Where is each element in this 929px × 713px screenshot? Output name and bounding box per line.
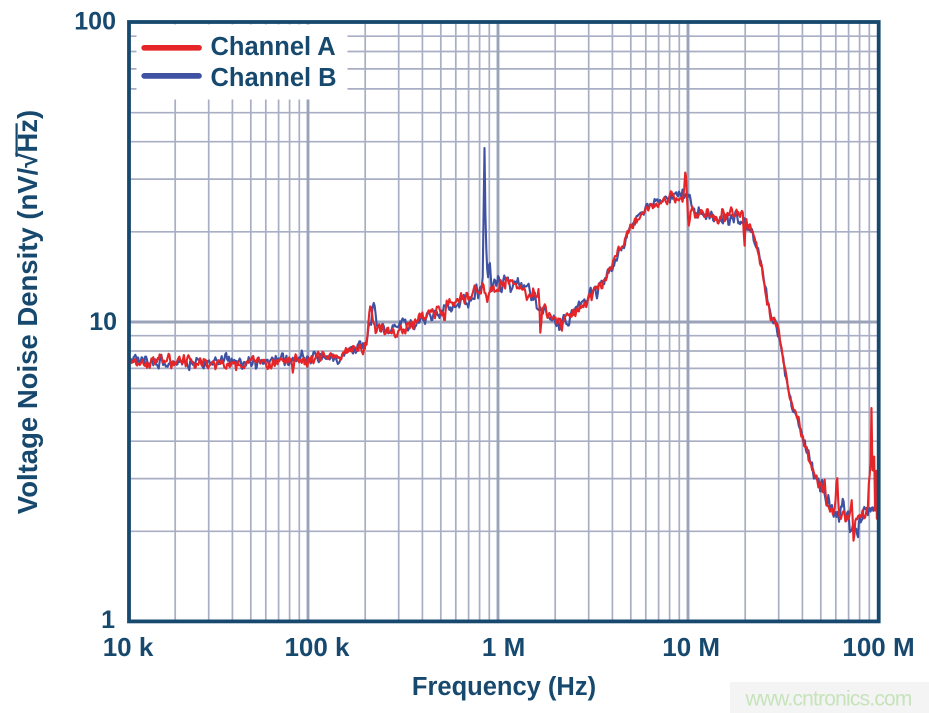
svg-text:100: 100 — [74, 8, 116, 36]
svg-text:Channel B: Channel B — [211, 64, 337, 92]
svg-text:10: 10 — [89, 308, 117, 336]
svg-text:10 M: 10 M — [662, 632, 720, 662]
svg-text:1 M: 1 M — [482, 632, 525, 662]
svg-text:100 M: 100 M — [842, 632, 914, 662]
svg-text:100 k: 100 k — [284, 632, 350, 662]
svg-text:www.cntronics.com: www.cntronics.com — [745, 688, 912, 711]
svg-text:10 k: 10 k — [103, 632, 154, 662]
svg-text:Frequency (Hz): Frequency (Hz) — [412, 673, 596, 701]
svg-text:Channel A: Channel A — [211, 33, 336, 61]
svg-text:Voltage Noise Density (nV/√Hz): Voltage Noise Density (nV/√Hz) — [12, 110, 43, 514]
svg-text:1: 1 — [101, 606, 115, 634]
